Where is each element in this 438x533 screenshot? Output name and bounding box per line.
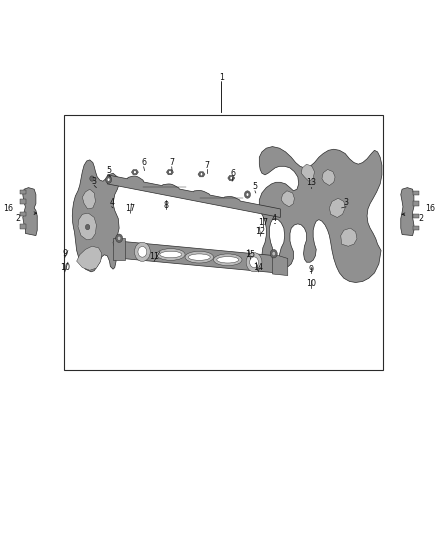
Polygon shape — [281, 191, 294, 207]
Text: 8: 8 — [164, 201, 169, 209]
Circle shape — [200, 173, 203, 176]
Text: 16: 16 — [425, 205, 435, 213]
Text: 5: 5 — [106, 166, 111, 175]
Circle shape — [246, 253, 262, 272]
Text: 17: 17 — [125, 205, 136, 213]
Polygon shape — [301, 164, 314, 181]
Circle shape — [272, 252, 276, 256]
Text: 14: 14 — [254, 263, 263, 272]
Text: 6: 6 — [141, 158, 146, 167]
Ellipse shape — [188, 254, 210, 260]
Polygon shape — [228, 175, 235, 181]
Text: 3: 3 — [92, 177, 97, 185]
Bar — [20, 190, 26, 194]
Polygon shape — [107, 175, 280, 217]
Circle shape — [230, 176, 233, 180]
Text: 16: 16 — [3, 205, 13, 213]
Polygon shape — [113, 238, 125, 260]
Polygon shape — [82, 189, 95, 209]
Polygon shape — [166, 169, 173, 175]
Ellipse shape — [214, 254, 242, 265]
Text: 4: 4 — [109, 198, 114, 207]
Text: 1: 1 — [219, 73, 224, 82]
Text: 7: 7 — [204, 161, 209, 169]
Polygon shape — [341, 228, 357, 246]
Text: 9: 9 — [62, 249, 67, 257]
Bar — [64, 115, 383, 370]
Bar — [413, 214, 419, 218]
Polygon shape — [117, 241, 277, 273]
Circle shape — [244, 191, 251, 198]
Bar — [20, 212, 26, 216]
Bar — [20, 199, 26, 204]
Text: 10: 10 — [60, 263, 70, 272]
Polygon shape — [23, 188, 37, 236]
Polygon shape — [322, 169, 335, 185]
Polygon shape — [401, 188, 414, 236]
Polygon shape — [198, 172, 205, 177]
Polygon shape — [72, 160, 119, 272]
Text: 9: 9 — [308, 265, 314, 273]
Polygon shape — [272, 254, 288, 276]
Text: 4: 4 — [271, 214, 276, 223]
Ellipse shape — [185, 251, 214, 263]
Polygon shape — [77, 246, 102, 270]
Text: 3: 3 — [343, 198, 349, 207]
Text: 11: 11 — [149, 253, 159, 261]
Bar — [413, 226, 419, 230]
Polygon shape — [131, 169, 138, 175]
Circle shape — [134, 242, 150, 261]
Circle shape — [250, 257, 258, 268]
Circle shape — [85, 224, 90, 230]
Ellipse shape — [160, 251, 182, 257]
Bar — [413, 191, 419, 195]
Text: 2: 2 — [15, 214, 20, 223]
Text: 7: 7 — [169, 158, 174, 167]
Text: 13: 13 — [306, 178, 316, 187]
Circle shape — [90, 176, 94, 181]
Text: 17: 17 — [258, 219, 268, 227]
Text: 15: 15 — [245, 251, 256, 259]
Text: 5: 5 — [252, 182, 258, 191]
Circle shape — [107, 178, 110, 181]
Bar — [20, 224, 26, 229]
Polygon shape — [329, 198, 345, 217]
Circle shape — [246, 193, 249, 196]
Circle shape — [270, 249, 277, 258]
Circle shape — [169, 171, 171, 174]
Ellipse shape — [156, 248, 185, 260]
Polygon shape — [259, 147, 382, 282]
Text: 12: 12 — [255, 228, 266, 236]
Circle shape — [117, 236, 121, 240]
Text: 2: 2 — [418, 214, 423, 223]
Bar — [413, 201, 419, 206]
Circle shape — [138, 246, 147, 257]
Circle shape — [116, 234, 123, 243]
Polygon shape — [78, 213, 96, 240]
Circle shape — [106, 176, 112, 183]
Circle shape — [134, 171, 136, 174]
Text: 10: 10 — [306, 279, 316, 288]
Ellipse shape — [217, 256, 239, 263]
Text: 6: 6 — [230, 169, 236, 177]
